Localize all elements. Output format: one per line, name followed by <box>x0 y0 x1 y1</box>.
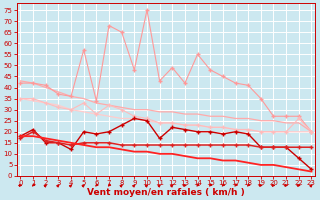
X-axis label: Vent moyen/en rafales ( km/h ): Vent moyen/en rafales ( km/h ) <box>87 188 245 197</box>
